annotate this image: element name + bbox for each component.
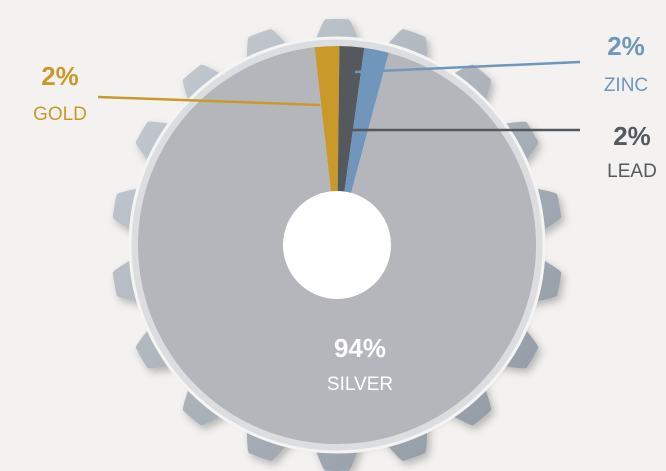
donut-slice: [337, 46, 365, 206]
donut-hole: [283, 191, 391, 299]
value-label: 2%: [613, 121, 651, 151]
category-label: GOLD: [33, 104, 87, 125]
donut: [138, 46, 536, 444]
category-label: LEAD: [607, 161, 657, 182]
category-label: SILVER: [327, 374, 393, 395]
leader-line: [97, 95, 321, 107]
donut-slice: [314, 46, 340, 206]
labels: 2% GOLD 2% LEAD 2% ZINC 94% SILVER: [33, 31, 657, 395]
category-label: ZINC: [604, 75, 648, 96]
value-label: 2%: [41, 61, 79, 91]
donut-slice: [342, 47, 389, 207]
value-label: 2%: [607, 31, 645, 61]
donut-slice: [138, 47, 536, 444]
value-label: 94%: [334, 333, 386, 363]
leader-line: [354, 60, 581, 74]
